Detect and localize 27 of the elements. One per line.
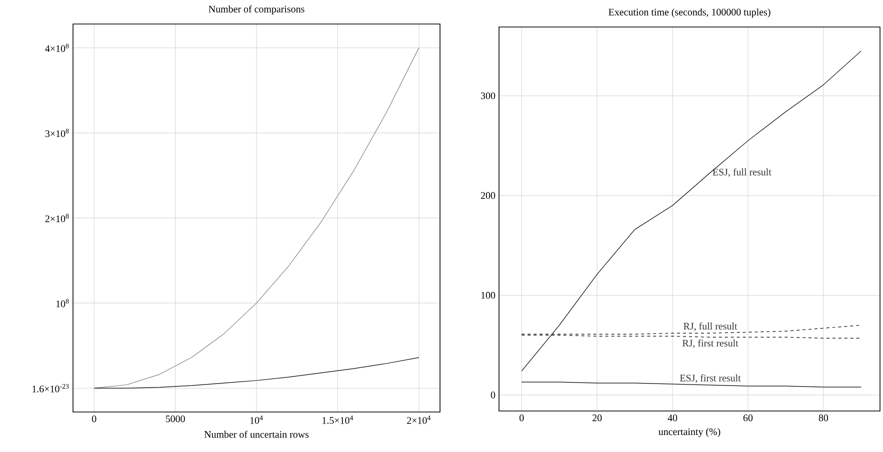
x-tick-label: 5000	[166, 416, 185, 422]
y-tick-label: 200	[480, 192, 496, 199]
y-tick-label: 100	[481, 292, 496, 299]
series-label: RJ, first result	[682, 339, 738, 348]
y-tick-label: 4×10$^{8}$	[45, 44, 69, 52]
chart-title: Execution time (seconds, 100000 tuples)	[608, 8, 770, 18]
x-axis-title: uncertainty (%)	[658, 428, 720, 438]
y-tick-label: 1.6×10$^{-23}$	[32, 384, 69, 392]
y-tick-label: 0	[490, 392, 496, 398]
chart-title: Number of comparisons	[208, 5, 304, 14]
x-axis-title: Number of uncertain rows	[204, 430, 309, 438]
y-tick-label: 300	[481, 92, 496, 100]
x-tick-label: 20	[592, 414, 602, 422]
x-tick-label: 80	[818, 414, 828, 422]
x-tick-label: 1.5×10$^{4}$	[322, 416, 354, 424]
y-tick-label: 2×10$^{8}$	[45, 214, 69, 222]
x-tick-label: 10$^{4}$	[250, 416, 263, 424]
x-tick-label: 0	[520, 414, 524, 422]
x-tick-label: 2×10$^{4}$	[407, 416, 431, 424]
series-label: RJ, full result	[684, 322, 738, 331]
series-label: ESJ, full result	[712, 168, 772, 177]
x-tick-label: 60	[743, 414, 753, 422]
y-tick-label: 3×10$^{8}$	[45, 128, 69, 138]
x-tick-label: 40	[668, 414, 678, 422]
y-tick-label: 10$^{8}$	[56, 298, 69, 308]
series-label: ESJ, first result	[680, 374, 741, 383]
x-tick-label: 0	[92, 416, 96, 422]
